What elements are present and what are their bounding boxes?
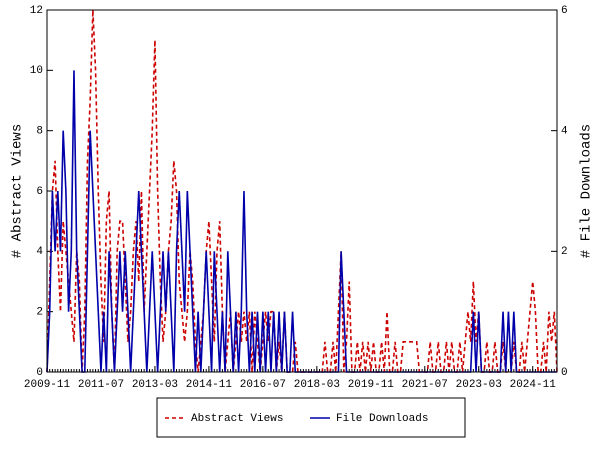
- x-tick-label: 2013-03: [132, 379, 178, 391]
- x-tick-label: 2011-07: [78, 379, 124, 391]
- y-axis-title: # Abstract Views: [10, 124, 26, 258]
- x-tick-label: 2019-11: [348, 379, 395, 391]
- plot-frame: [46, 9, 558, 373]
- x-tick-label: 2023-03: [456, 379, 502, 391]
- y-tick-label: 4: [36, 246, 43, 258]
- x-tick-label: 2009-11: [24, 379, 71, 391]
- y2-tick-label: 0: [561, 367, 568, 379]
- y-tick-label: 12: [30, 5, 43, 17]
- x-tick-label: 2024-11: [510, 379, 557, 391]
- series-line: [46, 70, 557, 373]
- y-tick-label: 6: [36, 186, 43, 198]
- x-tick-label: 2014-11: [186, 379, 233, 391]
- legend-label: Abstract Views: [191, 413, 283, 425]
- y-tick-label: 8: [36, 126, 43, 138]
- y2-tick-label: 6: [561, 5, 568, 17]
- y2-tick-label: 2: [561, 246, 568, 258]
- series-line: [46, 9, 558, 373]
- x-tick-label: 2016-07: [240, 379, 286, 391]
- x-tick-label: 2021-07: [402, 379, 448, 391]
- y2-axis-title: # File Downloads: [579, 124, 595, 258]
- x-tick-label: 2018-03: [294, 379, 340, 391]
- y-tick-label: 0: [36, 367, 43, 379]
- legend-label: File Downloads: [336, 413, 428, 425]
- y-tick-label: 10: [30, 65, 43, 77]
- y2-tick-label: 4: [561, 126, 568, 138]
- y-tick-label: 2: [36, 307, 43, 319]
